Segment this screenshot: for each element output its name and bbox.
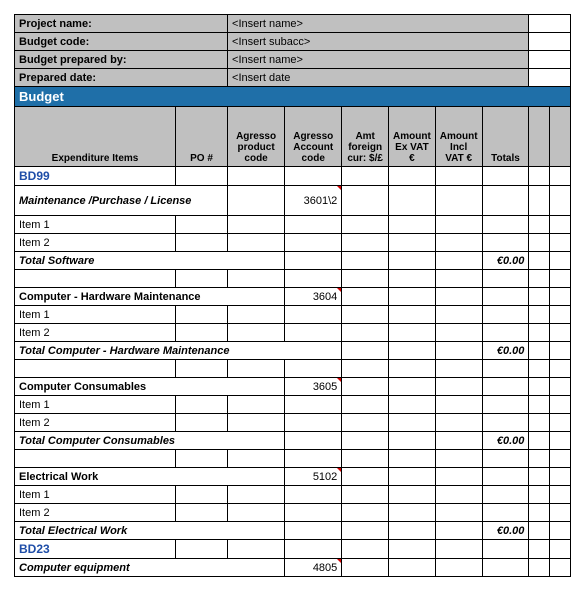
group-consumables-total-row: Total Computer Consumables €0.00: [15, 432, 571, 450]
group-comp-equip-title-row: Computer equipment 4805: [15, 559, 571, 577]
budget-table: Project name: <Insert name> Budget code:…: [14, 14, 571, 577]
prepared-by-label: Budget prepared by:: [15, 51, 228, 69]
section-bd99: BD99: [15, 167, 571, 186]
item-label[interactable]: Item 1: [15, 306, 176, 324]
total-label: Total Computer - Hardware Maintenance: [15, 342, 342, 360]
table-row[interactable]: Item 2: [15, 324, 571, 342]
budget-title: Budget: [15, 87, 571, 107]
table-row[interactable]: Item 2: [15, 234, 571, 252]
prepared-by-value[interactable]: <Insert name>: [228, 51, 529, 69]
item-label[interactable]: Item 2: [15, 414, 176, 432]
meta-row-code: Budget code: <Insert subacc>: [15, 33, 571, 51]
item-label[interactable]: Item 1: [15, 486, 176, 504]
group-hw-title-row: Computer - Hardware Maintenance 3604: [15, 288, 571, 306]
spacer-row: [15, 270, 571, 288]
section-bd23-label: BD23: [15, 540, 176, 559]
budget-code-label: Budget code:: [15, 33, 228, 51]
table-row[interactable]: Item 1: [15, 396, 571, 414]
group-electrical-title: Electrical Work: [15, 468, 285, 486]
item-label[interactable]: Item 2: [15, 234, 176, 252]
section-bd99-label: BD99: [15, 167, 176, 186]
col-amt-foreign: Amt foreign cur: $/£: [342, 107, 389, 167]
spacer-row: [15, 360, 571, 378]
item-label[interactable]: Item 2: [15, 324, 176, 342]
group-hw-acct[interactable]: 3604: [285, 288, 342, 306]
section-bd23: BD23: [15, 540, 571, 559]
project-name-label: Project name:: [15, 15, 228, 33]
col-amt-ex-vat: Amount Ex VAT €: [389, 107, 436, 167]
spacer-row: [15, 450, 571, 468]
group-software-total-row: Total Software €0.00: [15, 252, 571, 270]
table-row[interactable]: Item 2: [15, 504, 571, 522]
group-software-acct[interactable]: 3601\2: [285, 186, 342, 216]
group-comp-equip-title: Computer equipment: [15, 559, 285, 577]
item-label[interactable]: Item 2: [15, 504, 176, 522]
budget-code-value[interactable]: <Insert subacc>: [228, 33, 529, 51]
group-hw-total-row: Total Computer - Hardware Maintenance €0…: [15, 342, 571, 360]
table-row[interactable]: Item 2: [15, 414, 571, 432]
meta-row-project: Project name: <Insert name>: [15, 15, 571, 33]
col-amt-incl-vat: Amount Incl VAT €: [435, 107, 482, 167]
group-electrical-total-row: Total Electrical Work €0.00: [15, 522, 571, 540]
prepared-date-label: Prepared date:: [15, 69, 228, 87]
total-value: €0.00: [482, 432, 529, 450]
item-label[interactable]: Item 1: [15, 396, 176, 414]
table-row[interactable]: Item 1: [15, 306, 571, 324]
col-acct-code: Agresso Account code: [285, 107, 342, 167]
group-electrical-acct[interactable]: 5102: [285, 468, 342, 486]
item-label[interactable]: Item 1: [15, 216, 176, 234]
col-totals: Totals: [482, 107, 529, 167]
prepared-date-value[interactable]: <Insert date: [228, 69, 529, 87]
total-value: €0.00: [482, 342, 529, 360]
col-po: PO #: [176, 107, 228, 167]
group-software-title-row: Maintenance /Purchase / License 3601\2: [15, 186, 571, 216]
total-label: Total Computer Consumables: [15, 432, 285, 450]
column-header-row: Expenditure Items PO # Agresso product c…: [15, 107, 571, 167]
group-consumables-title-row: Computer Consumables 3605: [15, 378, 571, 396]
project-name-value[interactable]: <Insert name>: [228, 15, 529, 33]
group-hw-title: Computer - Hardware Maintenance: [15, 288, 285, 306]
total-value: €0.00: [482, 522, 529, 540]
group-consumables-acct[interactable]: 3605: [285, 378, 342, 396]
col-expenditure: Expenditure Items: [15, 107, 176, 167]
group-comp-equip-acct[interactable]: 4805: [285, 559, 342, 577]
budget-title-row: Budget: [15, 87, 571, 107]
total-value: €0.00: [482, 252, 529, 270]
meta-row-date: Prepared date: <Insert date: [15, 69, 571, 87]
col-prod-code: Agresso product code: [228, 107, 285, 167]
group-consumables-title: Computer Consumables: [15, 378, 285, 396]
group-electrical-title-row: Electrical Work 5102: [15, 468, 571, 486]
meta-row-prepared-by: Budget prepared by: <Insert name>: [15, 51, 571, 69]
table-row[interactable]: Item 1: [15, 486, 571, 504]
table-row[interactable]: Item 1: [15, 216, 571, 234]
total-label: Total Software: [15, 252, 285, 270]
total-label: Total Electrical Work: [15, 522, 285, 540]
group-software-title: Maintenance /Purchase / License: [15, 186, 228, 216]
